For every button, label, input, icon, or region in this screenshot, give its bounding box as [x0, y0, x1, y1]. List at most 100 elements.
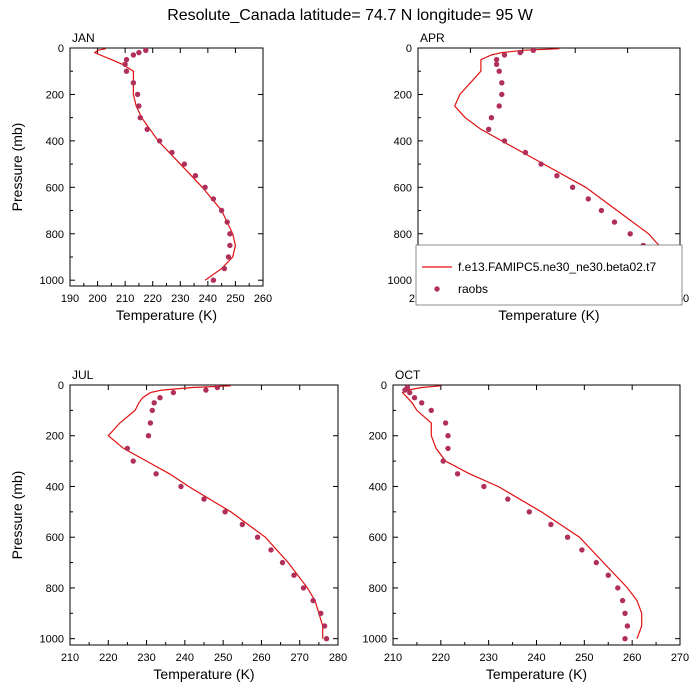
- apr-obs-point: [496, 103, 502, 109]
- jul-xtick-label: 230: [137, 652, 155, 664]
- oct-obs-point: [428, 407, 434, 414]
- oct-obs-point: [411, 395, 418, 401]
- jul-xtick-label: 210: [61, 652, 79, 664]
- oct-obs-point: [624, 623, 631, 629]
- jan-obs-point: [181, 161, 188, 167]
- jul-ytick-label: 1000: [40, 634, 64, 646]
- jul-ytick-label: 600: [46, 532, 64, 544]
- oct-obs-point: [622, 610, 628, 616]
- apr-obs-point: [496, 68, 502, 74]
- apr-obs-point: [488, 115, 495, 121]
- jul-xtick-label: 240: [176, 652, 194, 664]
- oct-obs-point: [505, 496, 511, 502]
- jul-obs-point: [300, 585, 307, 591]
- jan-obs-point: [192, 173, 199, 179]
- jan-obs-point: [227, 242, 233, 249]
- jul-obs-point: [124, 445, 131, 452]
- oct-obs-point: [548, 521, 554, 528]
- oct-obs-point: [442, 420, 449, 426]
- jan-xtick-label: 200: [88, 293, 106, 305]
- legend-box: [415, 244, 683, 306]
- jul-obs-point: [130, 458, 136, 464]
- apr-obs-point: [569, 184, 576, 190]
- oct-panel-title: OCT: [395, 368, 421, 382]
- panel-apr: 21022023024025026002004006008001000APRTe…: [388, 31, 690, 323]
- jul-obs-point: [147, 420, 154, 426]
- jul-obs-point: [153, 471, 159, 477]
- jan-xtick-label: 210: [116, 293, 134, 305]
- oct-xtick-label: 240: [527, 652, 545, 664]
- jan-obs-point: [130, 80, 137, 86]
- apr-obs-point: [501, 138, 508, 144]
- jul-obs-point: [151, 400, 157, 406]
- jan-xtick-label: 220: [144, 293, 162, 305]
- panel-jan: 190 200 210 220 230 240 250 260 0 200 400 600 800 100…: [9, 31, 272, 323]
- jan-ytick-label: 200: [46, 89, 64, 101]
- jan-obs-point: [123, 68, 130, 74]
- jul-plot-frame: [69, 384, 339, 646]
- jul-obs-point: [254, 534, 261, 540]
- jul-ytick-label: 200: [46, 431, 64, 443]
- jul-ytick-label: 400: [46, 481, 64, 493]
- oct-ytick-label: 200: [369, 431, 387, 443]
- oct-ytick-label: 1000: [363, 634, 387, 646]
- jul-xtick-label: 260: [252, 652, 270, 664]
- oct-obs-point: [619, 597, 626, 604]
- jan-obs-point: [202, 184, 208, 190]
- panel-jul: 210 220 230 240 250 260 270 280 0 200 400 600 800 100…: [9, 368, 347, 682]
- oct-xtick-label: 250: [575, 652, 593, 664]
- jan-panel-title: JAN: [72, 31, 95, 45]
- apr-xlabel: Temperature (K): [498, 307, 599, 323]
- apr-obs-point: [499, 91, 505, 98]
- jul-panel-title: JUL: [72, 368, 94, 382]
- jul-obs-point: [170, 389, 177, 396]
- jul-xtick-label: 220: [99, 652, 117, 664]
- oct-xtick-label: 220: [432, 652, 450, 664]
- jan-ytick-label: 1000: [40, 275, 64, 287]
- jan-obs-point: [123, 56, 130, 63]
- jul-obs-point: [239, 521, 245, 528]
- jul-obs-point: [318, 610, 324, 616]
- jul-obs-point: [201, 496, 207, 502]
- apr-obs-point: [598, 207, 605, 214]
- apr-obs-point: [585, 196, 591, 202]
- jul-obs-point: [323, 636, 330, 642]
- jul-ytick-label: 0: [58, 380, 64, 392]
- jan-obs-point: [130, 52, 137, 58]
- oct-plot-frame: [392, 384, 681, 646]
- legend-obs-swatch: [434, 286, 440, 292]
- jan-obs-point: [122, 61, 128, 67]
- jan-obs-point: [137, 115, 143, 121]
- jan-xtick-label: 250: [226, 293, 244, 305]
- apr-obs-point: [493, 61, 500, 67]
- apr-obs-point: [611, 219, 618, 225]
- jan-obs-point: [210, 196, 217, 202]
- jan-ytick-label: 400: [46, 136, 64, 148]
- apr-obs-point: [501, 52, 508, 58]
- jul-obs-point: [157, 395, 163, 401]
- apr-obs-point: [486, 126, 492, 132]
- jan-obs-point: [136, 49, 142, 56]
- jul-obs-point: [310, 597, 316, 604]
- jan-obs-point: [224, 219, 230, 225]
- oct-xlabel: Temperature (K): [486, 666, 587, 682]
- jul-obs-point: [149, 407, 155, 414]
- oct-xtick-label: 230: [479, 652, 497, 664]
- jan-ylabel: Pressure (mb): [9, 123, 25, 212]
- jan-xtick-label: 260: [254, 293, 272, 305]
- oct-ytick-label: 800: [369, 583, 387, 595]
- jul-obs-point: [145, 433, 152, 439]
- apr-obs-point: [517, 49, 523, 56]
- legend-model-label: f.e13.FAMIPC5.ne30_ne30.beta02.t7: [458, 260, 656, 274]
- jul-obs-point: [268, 547, 274, 553]
- jan-obs-point: [221, 265, 228, 272]
- jan-obs-point: [218, 207, 225, 214]
- apr-model-line: [453, 48, 665, 281]
- jan-xtick-label: 230: [171, 293, 189, 305]
- jan-obs-point: [156, 138, 163, 144]
- jan-ytick-label: 0: [58, 43, 64, 55]
- jan-obs-point: [227, 231, 233, 237]
- jul-obs-point: [279, 559, 286, 566]
